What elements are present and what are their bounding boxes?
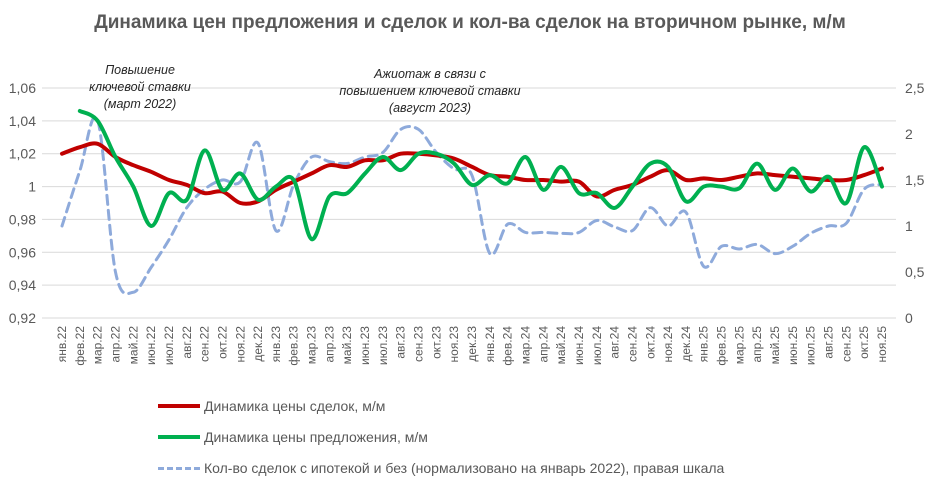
y-right-tick: 1,5	[905, 172, 925, 188]
y-left-tick: 0,98	[9, 211, 36, 227]
x-tick: авг.25	[822, 326, 836, 359]
series-line-0	[60, 141, 884, 206]
legend-label: Кол-во сделок с ипотекой и без (нормализ…	[204, 460, 725, 476]
x-tick: окт.22	[215, 326, 229, 359]
x-tick: сен.22	[198, 326, 212, 362]
x-tick: янв.23	[269, 326, 283, 363]
series-line-1	[77, 109, 884, 242]
x-tick: фев.23	[287, 326, 301, 366]
x-tick: апр.22	[108, 326, 122, 363]
y-right-tick: 1	[905, 218, 913, 234]
legend-item-count: Кол-во сделок с ипотекой и без (нормализ…	[158, 460, 724, 476]
x-tick: авг.23	[394, 326, 408, 359]
series-line-2	[60, 115, 884, 296]
x-tick: янв.22	[55, 326, 69, 363]
x-tick: мар.23	[305, 326, 319, 365]
legend-swatch	[158, 435, 200, 439]
x-tick: июл.22	[162, 326, 176, 365]
x-tick: дек.24	[679, 326, 693, 362]
x-tick: апр.25	[750, 326, 764, 363]
legend-swatch	[158, 404, 200, 408]
annotation-text: ключевой ставки	[89, 80, 191, 94]
annotation-text: повышением ключевой ставки	[339, 84, 520, 98]
x-tick: сен.25	[839, 326, 853, 362]
x-tick: окт.23	[429, 326, 443, 359]
y-left-tick: 1,06	[9, 80, 36, 96]
y-left-tick: 0,96	[9, 244, 36, 260]
y-right-tick: 0,5	[905, 264, 925, 280]
x-tick: ноя.23	[447, 326, 461, 363]
legend-label: Динамика цены сделок, м/м	[204, 398, 386, 414]
x-tick: мар.22	[91, 326, 105, 365]
y-right-tick: 0	[905, 310, 913, 326]
x-tick: июл.24	[590, 326, 604, 365]
x-tick: июн.23	[358, 326, 372, 365]
x-tick: май.23	[340, 326, 354, 365]
x-tick: ноя.22	[233, 326, 247, 363]
x-tick: июл.25	[804, 326, 818, 365]
x-tick: окт.24	[643, 326, 657, 359]
y-left-tick: 1,04	[9, 113, 36, 129]
x-tick: авг.24	[608, 326, 622, 359]
x-tick: мар.24	[518, 326, 532, 365]
y-left-tick: 0,94	[9, 277, 36, 293]
x-tick: июл.23	[376, 326, 390, 365]
x-tick: янв.24	[483, 326, 497, 363]
annotation-text: (август 2023)	[389, 101, 471, 115]
legend-swatch	[158, 466, 200, 470]
x-tick: фев.22	[73, 326, 87, 366]
x-tick: ноя.25	[875, 326, 889, 363]
x-tick: окт.25	[857, 326, 871, 359]
x-tick: сен.24	[625, 326, 639, 362]
x-tick: дек.23	[465, 326, 479, 362]
y-right-tick: 2	[905, 126, 913, 142]
y-left-tick: 1	[28, 179, 36, 195]
x-tick: апр.23	[322, 326, 336, 363]
x-tick: июн.24	[572, 326, 586, 365]
x-tick: май.24	[554, 326, 568, 365]
x-tick: мар.25	[732, 326, 746, 365]
annotation-text: Повышение	[105, 63, 175, 77]
x-tick: апр.24	[536, 326, 550, 363]
x-tick: авг.22	[180, 326, 194, 359]
x-tick: сен.23	[412, 326, 426, 362]
annotation-text: Ажиотаж в связи с	[373, 67, 487, 81]
x-tick: июн.22	[144, 326, 158, 365]
x-tick: май.22	[126, 326, 140, 365]
legend-item-offers: Динамика цены предложения, м/м	[158, 429, 428, 445]
x-tick: фев.25	[715, 326, 729, 366]
x-tick: июн.25	[786, 326, 800, 365]
y-right-tick: 2,5	[905, 80, 925, 96]
annotation-text: (март 2022)	[104, 97, 177, 111]
x-tick: май.25	[768, 326, 782, 365]
y-left-tick: 0,92	[9, 310, 36, 326]
legend-item-deals: Динамика цены сделок, м/м	[158, 398, 385, 414]
x-tick: янв.25	[697, 326, 711, 363]
y-left-tick: 1,02	[9, 146, 36, 162]
legend-label: Динамика цены предложения, м/м	[204, 429, 428, 445]
x-tick: дек.22	[251, 326, 265, 362]
x-tick: ноя.24	[661, 326, 675, 363]
chart-title: Динамика цен предложения и сделок и кол-…	[94, 12, 846, 33]
x-tick: фев.24	[501, 326, 515, 366]
